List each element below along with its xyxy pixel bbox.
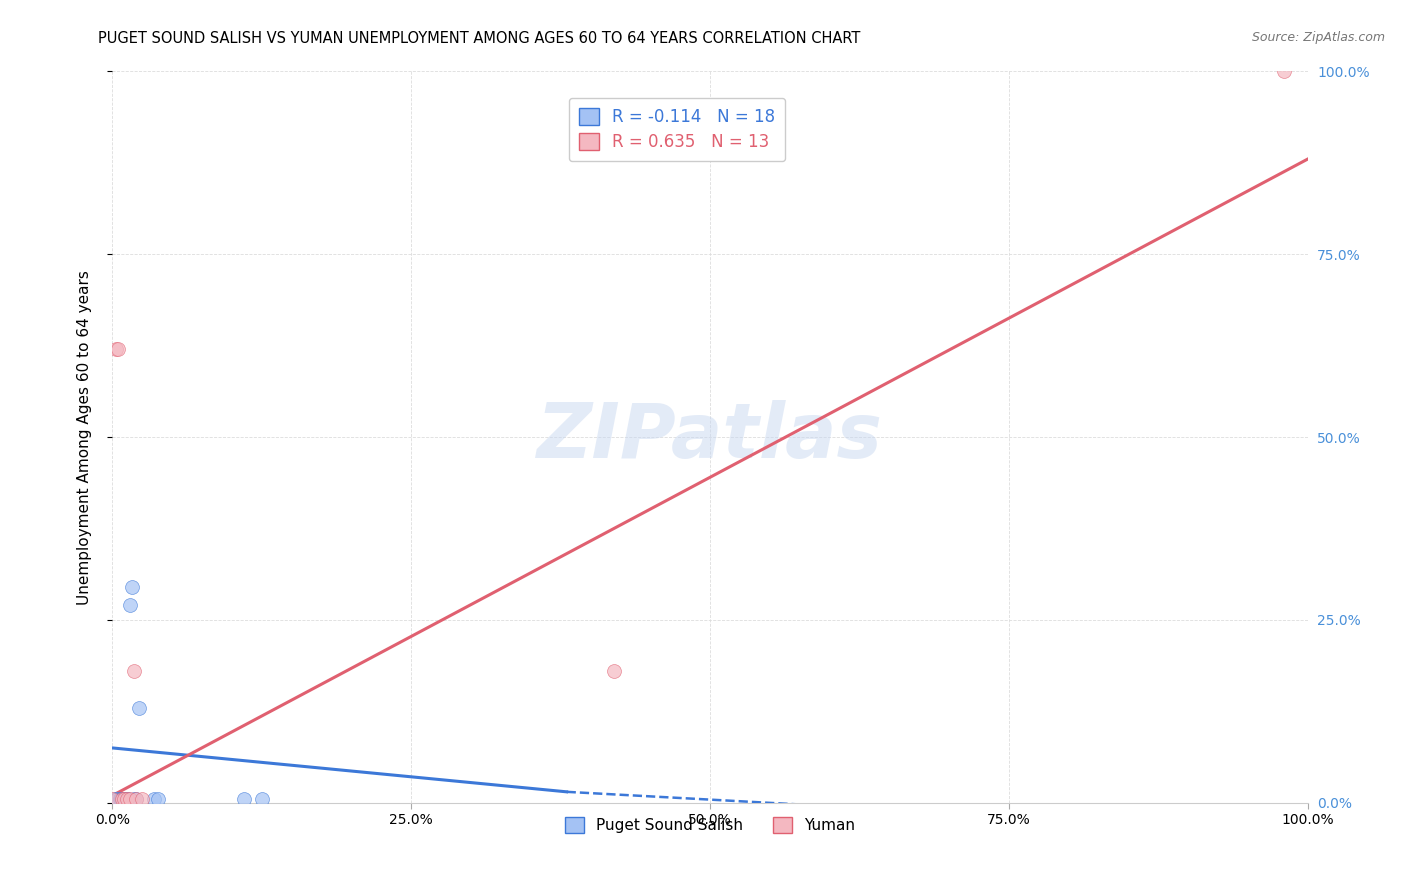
Text: Source: ZipAtlas.com: Source: ZipAtlas.com xyxy=(1251,31,1385,45)
Point xyxy=(122,792,145,806)
Point xyxy=(146,792,169,806)
Point xyxy=(250,792,273,806)
Point xyxy=(105,343,128,357)
Point xyxy=(120,792,142,806)
Point xyxy=(128,700,150,714)
Point xyxy=(115,792,138,806)
Point xyxy=(105,792,128,806)
Point xyxy=(143,792,166,806)
Point xyxy=(122,664,145,678)
Point xyxy=(110,792,132,806)
Point xyxy=(131,792,153,806)
Point xyxy=(111,792,134,806)
Point xyxy=(101,792,124,806)
Point xyxy=(120,599,142,613)
Point xyxy=(1272,64,1295,78)
Point xyxy=(107,343,129,357)
Y-axis label: Unemployment Among Ages 60 to 64 years: Unemployment Among Ages 60 to 64 years xyxy=(77,269,91,605)
Point xyxy=(114,792,135,806)
Point xyxy=(117,792,139,806)
Text: PUGET SOUND SALISH VS YUMAN UNEMPLOYMENT AMONG AGES 60 TO 64 YEARS CORRELATION C: PUGET SOUND SALISH VS YUMAN UNEMPLOYMENT… xyxy=(98,31,860,46)
Point xyxy=(125,792,148,806)
Point xyxy=(121,580,143,594)
Point xyxy=(108,792,131,806)
Point xyxy=(125,792,148,806)
Point xyxy=(114,792,135,806)
Point xyxy=(111,792,134,806)
Point xyxy=(112,792,135,806)
Point xyxy=(115,792,138,806)
Point xyxy=(104,792,127,806)
Point xyxy=(603,664,626,678)
Text: ZIPatlas: ZIPatlas xyxy=(537,401,883,474)
Legend: Puget Sound Salish, Yuman: Puget Sound Salish, Yuman xyxy=(560,811,860,839)
Point xyxy=(233,792,256,806)
